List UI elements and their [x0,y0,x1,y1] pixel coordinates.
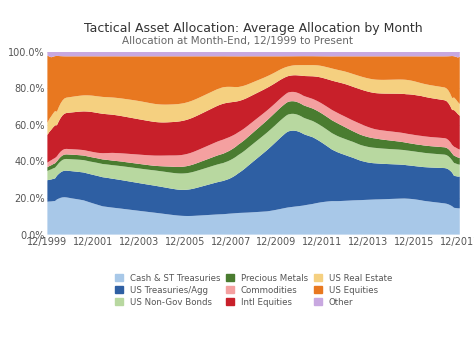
Title: Tactical Asset Allocation: Average Allocation by Month: Tactical Asset Allocation: Average Alloc… [84,22,423,35]
Text: Allocation at Month-End, 12/1999 to Present: Allocation at Month-End, 12/1999 to Pres… [121,36,353,46]
Legend: Cash & ST Treasuries, US Treasuries/Agg, US Non-Gov Bonds, Precious Metals, Comm: Cash & ST Treasuries, US Treasuries/Agg,… [113,272,394,308]
